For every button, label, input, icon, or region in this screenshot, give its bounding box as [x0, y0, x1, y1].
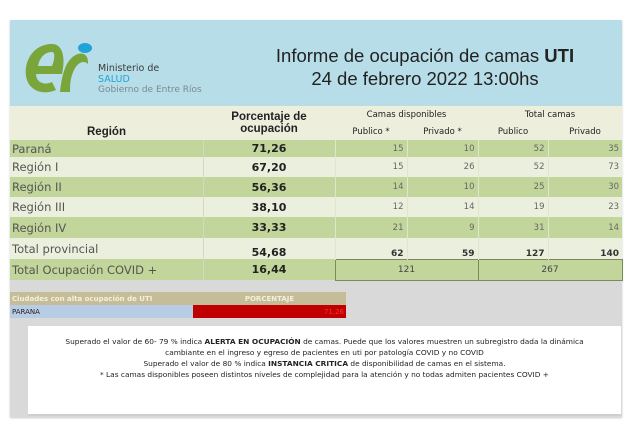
- total-private: 23: [547, 197, 623, 217]
- cities-header-city: Ciudades con alta ocupación de UTI: [10, 292, 193, 305]
- region-name: Región III: [10, 197, 203, 217]
- table-row: Paraná 71,26 15 10 52 35: [10, 140, 623, 157]
- critical-label: INSTANCIA CRITICA: [268, 359, 349, 368]
- region-name: Región IV: [10, 217, 203, 238]
- header-avail-private: Privado *: [407, 123, 478, 140]
- total-public: 127: [477, 238, 548, 259]
- header-total-public: Publico: [478, 123, 548, 140]
- note-text: de disponibilidad de camas en el sistema…: [348, 359, 506, 368]
- covid-row: Total Ocupación COVID + 16,44 121 267: [10, 258, 623, 281]
- occupancy-pct: 33,33: [202, 217, 335, 238]
- total-public: 25: [477, 177, 548, 197]
- avail-public: 14: [334, 177, 407, 197]
- high-occupancy-cities-table: Ciudades con alta ocupación de UTI PORCE…: [10, 292, 346, 318]
- avail-public: 15: [334, 157, 407, 177]
- occupancy-pct: 67,20: [202, 157, 335, 177]
- total-private: 35: [547, 140, 623, 157]
- header-total-private: Privado: [548, 123, 623, 140]
- total-public: 52: [477, 157, 548, 177]
- header-total: Total camas: [478, 106, 623, 123]
- total-public: 31: [477, 217, 548, 238]
- total-private: 140: [547, 238, 623, 259]
- report-date: 24 de febrero 2022 13:00hs: [311, 68, 539, 89]
- ministry-line1: Ministerio de: [98, 63, 160, 74]
- note-line-4: * Las camas disponibles poseen distintos…: [100, 370, 549, 379]
- region-name: Paraná: [10, 140, 203, 157]
- avail-public: 62: [334, 238, 407, 259]
- region-name: Total Ocupación COVID +: [10, 259, 203, 280]
- region-name: Región I: [10, 157, 203, 177]
- ministry-name: Ministerio de SALUD Gobierno de Entre Rí…: [98, 63, 202, 96]
- note-line-3: Superado el valor de 80 % indica INSTANC…: [28, 358, 621, 369]
- cities-header-pct: PORCENTAJE: [193, 292, 346, 305]
- header-pct-2: ocupación: [203, 123, 335, 140]
- note-line-2: cambiante en el ingreso y egreso de paci…: [165, 348, 484, 357]
- avail-private: 14: [406, 197, 478, 217]
- occupancy-table: Región Porcentaje de Camas disponibles T…: [10, 106, 623, 281]
- region-name: Región II: [10, 177, 203, 197]
- avail-public: 21: [334, 217, 407, 238]
- note-line-1: Superado el valor de 60- 79 % indica ALE…: [28, 336, 621, 347]
- note-text: Superado el valor de 60- 79 % indica: [65, 337, 205, 346]
- occupancy-pct: 56,36: [202, 177, 335, 197]
- avail-public: 15: [334, 140, 407, 157]
- table-row: Región II 56,36 14 10 25 30: [10, 177, 623, 197]
- occupancy-pct: 71,26: [202, 140, 335, 157]
- ministry-line3: Gobierno de Entre Ríos: [98, 85, 202, 95]
- ministry-line2: SALUD: [98, 74, 130, 85]
- total-public: 19: [477, 197, 548, 217]
- table-row: Región I 67,20 15 26 52 73: [10, 157, 623, 177]
- header-region: Región: [10, 106, 203, 140]
- alert-label: ALERTA EN OCUPACIÓN: [204, 337, 301, 346]
- avail-private: 10: [406, 177, 478, 197]
- avail-public: 12: [334, 197, 407, 217]
- note-text: Superado el valor de 80 % indica: [143, 359, 269, 368]
- avail-private: 26: [406, 157, 478, 177]
- title-bold: UTI: [544, 45, 575, 66]
- total-private: 73: [547, 157, 623, 177]
- region-name: Total provincial: [10, 238, 203, 259]
- total-private: 14: [547, 217, 623, 238]
- total-provincial-row: Total provincial 54,68 62 59 127 140: [10, 238, 623, 259]
- city-row: PARANA 71,26: [10, 305, 346, 318]
- occupancy-pct: 38,10: [202, 197, 335, 217]
- header-avail-public: Publico *: [335, 123, 407, 140]
- avail-private: 9: [406, 217, 478, 238]
- city-name: PARANA: [10, 305, 193, 318]
- total-public: 52: [477, 140, 548, 157]
- notes-box: Superado el valor de 60- 79 % indica ALE…: [28, 326, 621, 416]
- table-row: Región IV 33,33 21 9 31 14: [10, 217, 623, 238]
- covid-available-total: 121: [334, 258, 479, 281]
- table-row: Región III 38,10 12 14 19 23: [10, 197, 623, 217]
- occupancy-pct: 54,68: [202, 238, 335, 259]
- occupancy-pct: 16,44: [202, 259, 336, 280]
- city-pct: 71,26: [193, 305, 346, 318]
- covid-beds-total: 267: [477, 258, 623, 281]
- header-pct-1: Porcentaje de: [203, 106, 335, 123]
- page-title: Informe de ocupación de camas UTI 24 de …: [230, 44, 620, 90]
- total-private: 30: [547, 177, 623, 197]
- report-card: Ministerio de SALUD Gobierno de Entre Rí…: [10, 20, 623, 417]
- report-header: Ministerio de SALUD Gobierno de Entre Rí…: [10, 20, 622, 106]
- avail-private: 59: [406, 238, 478, 259]
- header-available: Camas disponibles: [335, 106, 478, 123]
- er-logo-icon: [25, 43, 92, 93]
- note-text: de camas. Puede que los valores muestren…: [300, 337, 584, 346]
- title-prefix: Informe de ocupación de camas: [275, 45, 540, 66]
- avail-private: 10: [406, 140, 478, 157]
